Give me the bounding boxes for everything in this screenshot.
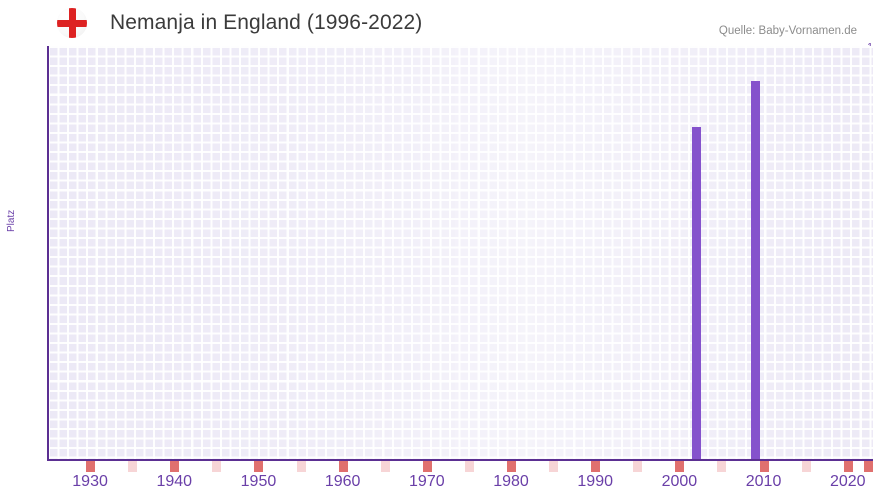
x-tick-major: [422, 461, 432, 472]
x-tick-minor: [464, 461, 474, 472]
x-tick-major: [254, 461, 264, 472]
y-axis-title: Platz: [6, 209, 17, 232]
x-tick-minor: [549, 461, 559, 472]
x-tick-major: [170, 461, 180, 472]
source-attribution: Quelle: Baby-Vornamen.de: [718, 25, 857, 37]
x-axis-tick-marks: [0, 461, 873, 473]
x-tick-major: [843, 461, 853, 472]
x-tick-minor: [801, 461, 811, 472]
bar: [751, 81, 761, 459]
x-tick-minor: [128, 461, 138, 472]
x-tick-label: 2010: [745, 473, 782, 490]
y-axis-line: [47, 46, 49, 459]
x-tick-label: 1980: [493, 473, 529, 490]
x-tick-minor: [380, 461, 390, 472]
x-axis-line: [47, 459, 873, 461]
plot-background-wash: [48, 46, 873, 459]
x-tick-major: [507, 461, 516, 472]
chart-header: Nemanja in England (1996-2022) Quelle: B…: [0, 0, 873, 46]
x-tick-minor: [633, 461, 643, 472]
x-tick-major: [864, 461, 873, 472]
plot-gridlines: [48, 46, 873, 459]
bar: [692, 127, 702, 459]
plot-area: [48, 46, 873, 459]
x-tick-label: 1970: [409, 473, 445, 490]
x-tick-minor: [717, 461, 727, 472]
x-tick-label: 1930: [72, 473, 108, 490]
x-tick-major: [591, 461, 601, 472]
x-tick-label: 2020: [829, 473, 866, 490]
flag-cross-horizontal: [57, 19, 87, 27]
x-tick-major: [675, 461, 685, 472]
x-tick-minor: [296, 461, 306, 472]
x-tick-label: 1940: [156, 473, 193, 490]
x-tick-label: 2000: [661, 473, 698, 490]
x-tick-major: [86, 461, 96, 472]
x-tick-label: 1990: [577, 473, 613, 490]
x-tick-minor: [212, 461, 222, 472]
x-tick-major: [759, 461, 769, 472]
chart-title: Nemanja in England (1996-2022): [110, 11, 423, 34]
x-tick-major: [338, 461, 348, 472]
england-flag-icon: [57, 8, 87, 38]
x-tick-label: 1950: [240, 473, 277, 490]
x-axis-tick-labels: 1930 1940 1950 1960 1970 1980 1990 2000 2010 2020: [0, 473, 873, 502]
x-tick-label: 1960: [324, 473, 361, 490]
